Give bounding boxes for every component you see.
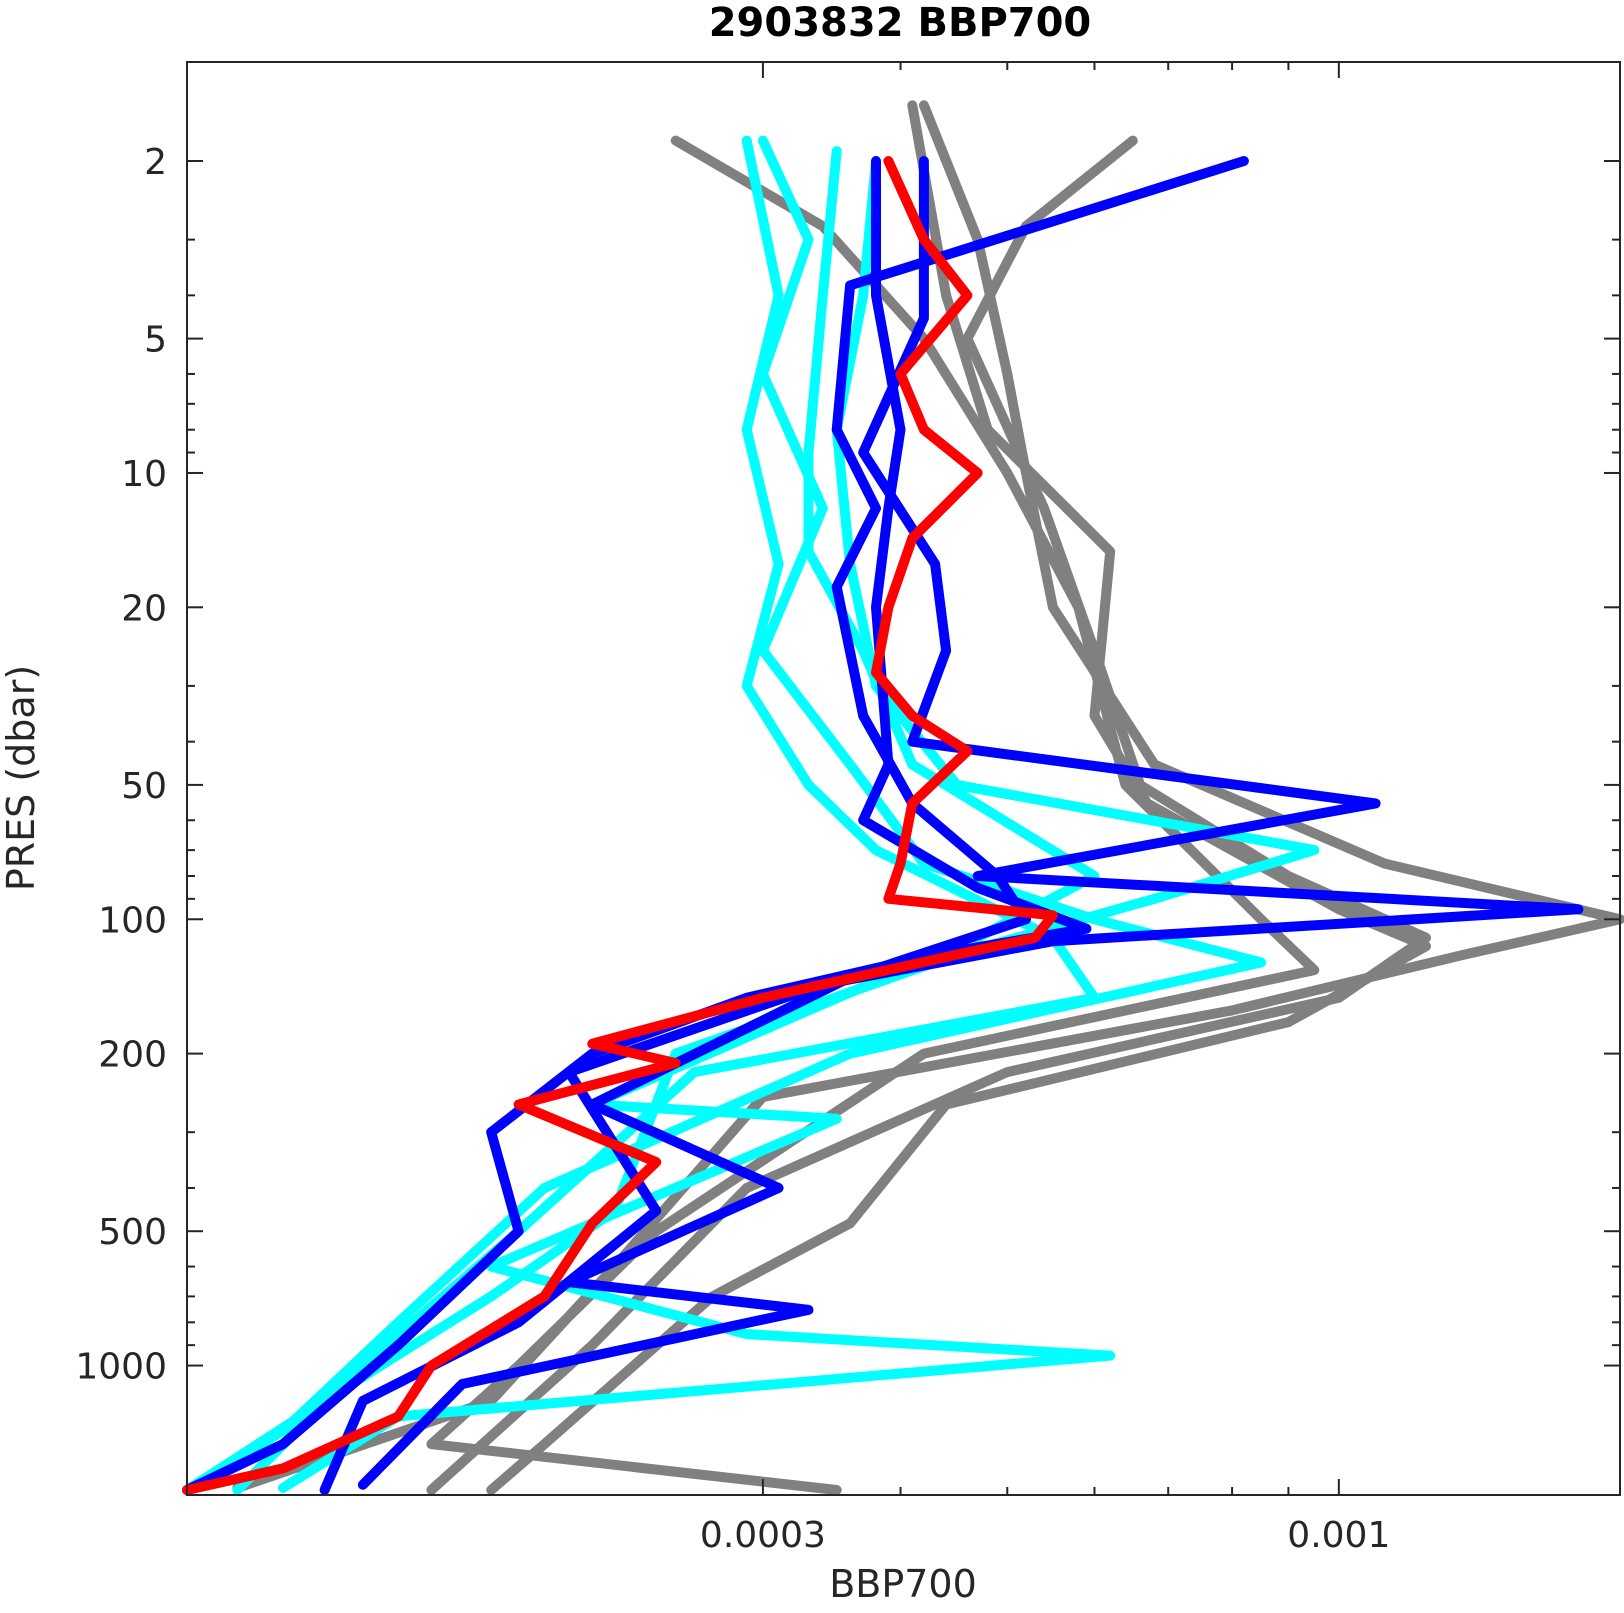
series-line-1 [232,100,1624,1493]
profile-lines [182,100,1624,1495]
x-tick-label: 0.0003 [700,1515,826,1556]
y-tick-label: 50 [121,766,167,807]
y-tick-label: 2 [144,142,167,183]
y-tick-label: 100 [98,900,167,941]
series-line-7 [278,146,1116,1493]
y-tick-label: 5 [144,320,167,361]
y-tick-label: 1000 [75,1347,167,1388]
plot-frame [186,61,1621,1496]
series-line-11 [182,156,1058,1495]
series-line-8 [182,156,1092,1495]
series-line-10 [357,156,1249,1490]
series-line-3 [486,100,1431,1495]
chart-title: 2903832 BBP700 [709,0,1092,46]
y-tick-label: 20 [121,588,167,629]
series-line-6 [182,156,1320,1495]
y-tick-label: 200 [98,1035,167,1076]
y-tick-label: 10 [121,454,167,495]
x-axis-label: BBP700 [829,1562,977,1606]
y-axis-label: PRES (dbar) [0,665,43,891]
axis-ticks: 2 5 10 20 50 100 200 500 1000 0.0003 0.001 [75,62,1620,1556]
x-tick-label: 0.001 [1287,1515,1390,1556]
series-line-9 [319,156,1584,1495]
y-tick-label: 500 [98,1212,167,1253]
